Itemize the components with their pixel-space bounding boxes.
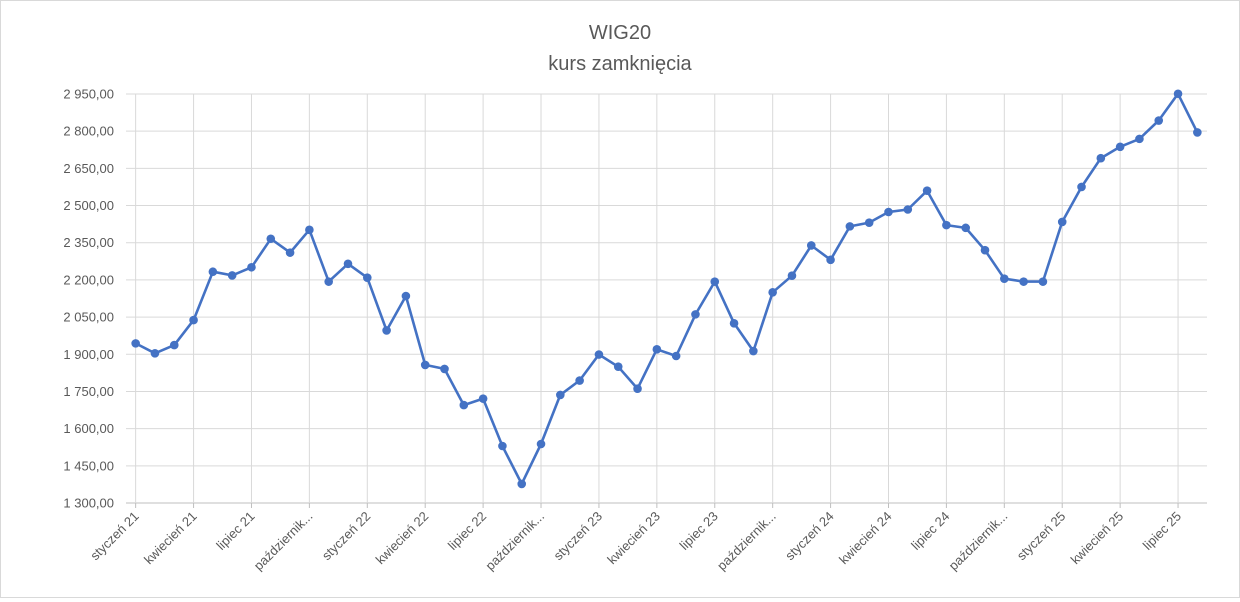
x-tick-label: styczeń 21 <box>87 509 142 564</box>
data-point <box>478 394 488 403</box>
data-point <box>169 340 179 350</box>
data-point <box>1057 217 1067 227</box>
data-point <box>633 384 642 394</box>
data-point <box>826 255 835 265</box>
data-point <box>594 350 604 359</box>
data-point <box>1077 182 1086 192</box>
y-tick-label: 2 950,00 <box>63 87 114 102</box>
x-tick-label: lipiec 25 <box>1140 509 1184 553</box>
x-tick-label: październik... <box>946 509 1011 574</box>
data-point <box>420 360 430 370</box>
x-tick-label: kwiecień 21 <box>141 509 200 568</box>
data-point <box>556 390 565 400</box>
data-point <box>980 245 990 255</box>
data-point <box>285 248 295 257</box>
data-point <box>131 339 140 348</box>
data-point <box>922 186 932 195</box>
x-tick-label: lipiec 21 <box>213 509 257 553</box>
data-point <box>208 267 218 277</box>
data-point <box>1154 116 1164 125</box>
data-point <box>1000 274 1009 283</box>
data-point <box>749 346 758 356</box>
data-point <box>536 439 546 449</box>
data-point <box>961 223 971 233</box>
x-tick-label: kwiecień 22 <box>373 509 432 568</box>
data-point <box>266 234 276 244</box>
x-tick-label: kwiecień 23 <box>604 509 663 568</box>
data-point <box>343 259 353 269</box>
data-point <box>227 271 237 280</box>
y-tick-label: 1 900,00 <box>63 347 114 362</box>
x-tick-label: styczeń 22 <box>319 509 374 564</box>
data-point <box>845 222 855 231</box>
data-point <box>517 479 527 489</box>
y-tick-label: 2 650,00 <box>63 161 114 176</box>
y-tick-label: 2 800,00 <box>63 124 114 139</box>
data-point <box>1115 142 1125 152</box>
y-tick-label: 2 200,00 <box>63 272 114 287</box>
data-point <box>864 218 874 227</box>
y-tick-label: 2 500,00 <box>63 198 114 213</box>
data-point <box>382 326 391 335</box>
y-tick-label: 1 300,00 <box>63 496 114 511</box>
data-point <box>613 362 623 371</box>
x-tick-label: październik... <box>482 509 547 574</box>
data-point <box>691 310 700 319</box>
x-axis-ticks: styczeń 21 kwiecień 21 lipiec 21październi… <box>87 509 1184 574</box>
x-tick-label: październik... <box>251 509 316 574</box>
series-line <box>135 92 1199 486</box>
data-point <box>806 241 816 250</box>
x-tick-label: styczeń 23 <box>551 509 606 564</box>
data-point <box>1173 89 1183 99</box>
data-point <box>575 376 584 385</box>
y-tick-label: 1 450,00 <box>63 458 114 473</box>
y-tick-label: 1 750,00 <box>63 384 114 399</box>
x-tick-label: kwiecień 24 <box>836 509 895 568</box>
gridlines <box>126 93 1207 508</box>
data-point <box>652 345 662 354</box>
data-point <box>247 262 256 272</box>
data-point <box>362 273 372 282</box>
x-tick-label: lipiec 24 <box>908 509 952 553</box>
data-point <box>324 277 333 286</box>
data-point <box>1038 277 1048 286</box>
data-point <box>671 351 681 361</box>
x-tick-label: październik... <box>714 509 779 574</box>
y-axis-ticks: 1 300,00 1 450,00 1 600,00 1 750,00 1 900,00… <box>63 87 114 511</box>
x-tick-label: kwiecień 25 <box>1068 509 1127 568</box>
y-tick-label: 2 050,00 <box>63 310 114 325</box>
data-point <box>768 288 777 297</box>
data-point <box>710 277 720 286</box>
x-tick-label: styczeń 25 <box>1014 509 1069 564</box>
data-point <box>884 207 893 217</box>
data-point <box>903 205 913 214</box>
data-point <box>401 291 411 301</box>
data-point <box>787 271 797 280</box>
chart-subtitle: kurs zamknięcia <box>548 53 692 75</box>
data-point <box>498 441 507 451</box>
data-point <box>305 225 314 235</box>
data-point <box>1193 128 1202 137</box>
data-point <box>150 348 160 358</box>
series-layer <box>131 89 1202 489</box>
data-point <box>729 318 739 328</box>
data-point <box>1096 153 1106 163</box>
y-tick-label: 1 600,00 <box>63 421 114 436</box>
x-tick-label: lipiec 22 <box>445 509 489 553</box>
data-point <box>189 315 198 325</box>
data-point <box>1019 277 1028 286</box>
x-tick-label: styczeń 24 <box>782 509 837 564</box>
data-point <box>942 220 951 230</box>
x-tick-label: lipiec 23 <box>677 509 721 553</box>
chart-title: WIG20 <box>589 22 651 44</box>
y-tick-label: 2 350,00 <box>63 235 114 250</box>
data-point <box>440 364 449 374</box>
data-point <box>459 400 469 410</box>
data-point <box>1135 134 1144 144</box>
